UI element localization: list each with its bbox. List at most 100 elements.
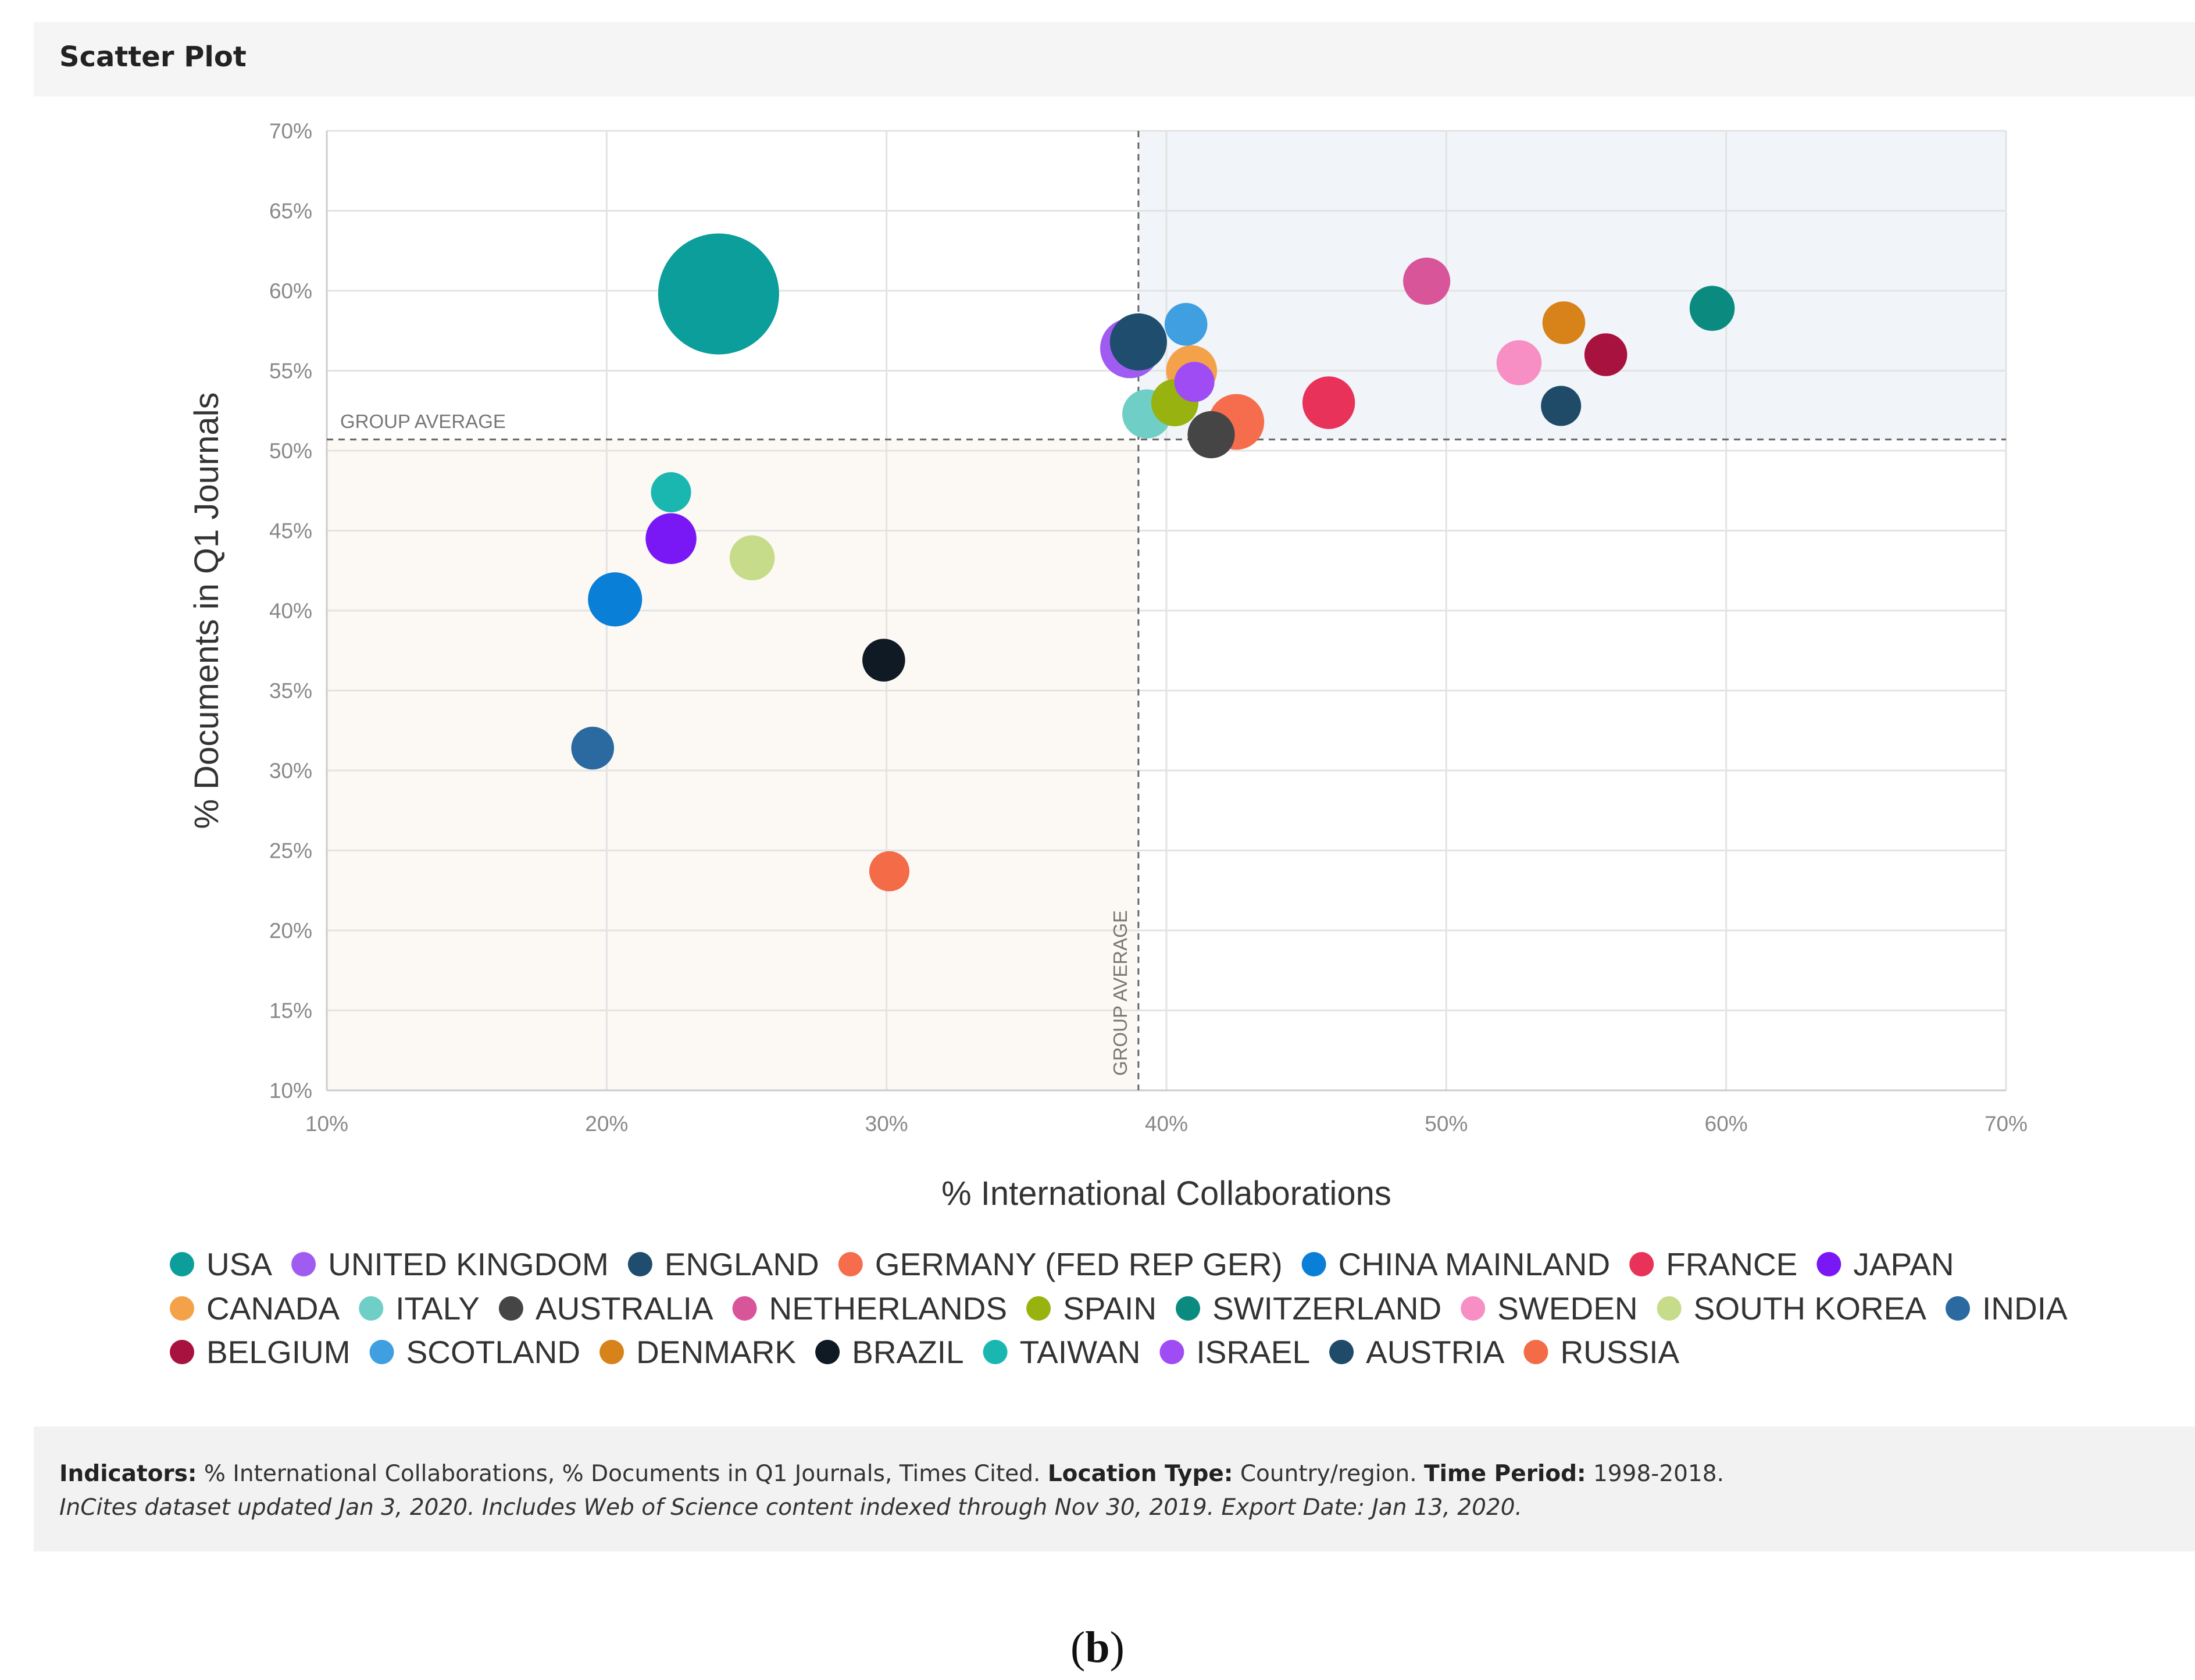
location-text: Country/region. bbox=[1240, 1461, 1417, 1487]
point-netherlands bbox=[1403, 257, 1451, 305]
legend-label-scotland: SCOTLAND bbox=[406, 1334, 581, 1370]
legend-swatch-england bbox=[627, 1252, 652, 1276]
legend: USA UNITED KINGDOM ENGLAND GERMANY (FED REP… bbox=[170, 1246, 2068, 1370]
legend-swatch-italy bbox=[359, 1296, 384, 1321]
y-tick-label: 20% bbox=[269, 919, 312, 943]
group-average-label-vertical: GROUP AVERAGE bbox=[1109, 910, 1131, 1076]
high-high-quadrant bbox=[1138, 131, 2006, 440]
legend-swatch-france bbox=[1629, 1252, 1654, 1276]
y-tick-label: 50% bbox=[269, 439, 312, 463]
point-russia bbox=[869, 851, 910, 891]
caption-close: ) bbox=[1109, 1623, 1125, 1672]
y-tick-label: 40% bbox=[269, 599, 312, 623]
legend-swatch-netherlands bbox=[732, 1296, 757, 1321]
legend-label-south-korea: SOUTH KOREA bbox=[1694, 1290, 1927, 1326]
caption-letter: b bbox=[1085, 1623, 1110, 1672]
legend-swatch-china-mainland bbox=[1301, 1252, 1326, 1276]
point-taiwan bbox=[651, 472, 691, 513]
caption-open: ( bbox=[1070, 1623, 1086, 1672]
legend-label-spain: SPAIN bbox=[1063, 1290, 1157, 1326]
y-axis-ticks: 10% 15% 20% 25% 30% 35% 40% 45% 50% 55% 60% 65% 70% bbox=[269, 119, 312, 1103]
footer-band bbox=[34, 1426, 2195, 1551]
legend-swatch-spain bbox=[1026, 1296, 1051, 1321]
legend-swatch-germany-fed-rep-ger bbox=[838, 1252, 863, 1276]
period-text: 1998-2018. bbox=[1593, 1461, 1725, 1487]
legend-swatch-canada bbox=[170, 1296, 194, 1321]
legend-label-sweden: SWEDEN bbox=[1497, 1290, 1637, 1326]
y-tick-label: 65% bbox=[269, 199, 312, 223]
x-tick-label: 40% bbox=[1145, 1112, 1188, 1136]
figure-caption: (b) bbox=[0, 1622, 2195, 1673]
point-india bbox=[571, 726, 615, 770]
point-austria bbox=[1541, 386, 1582, 426]
point-australia bbox=[1187, 411, 1235, 459]
x-tick-label: 30% bbox=[865, 1112, 908, 1136]
legend-label-switzerland: SWITZERLAND bbox=[1212, 1290, 1441, 1326]
legend-swatch-russia bbox=[1523, 1340, 1548, 1364]
point-china-mainland bbox=[588, 572, 643, 627]
point-switzerland bbox=[1689, 286, 1735, 331]
panel-title: Scatter Plot bbox=[59, 41, 247, 73]
point-england bbox=[1109, 313, 1167, 371]
legend-label-italy: ITALY bbox=[395, 1290, 480, 1326]
point-brazil bbox=[862, 639, 905, 682]
y-tick-label: 55% bbox=[269, 359, 312, 383]
y-axis-label: % Documents in Q1 Journals bbox=[188, 392, 226, 829]
legend-swatch-australia bbox=[498, 1296, 523, 1321]
y-tick-label: 35% bbox=[269, 679, 312, 703]
group-average-label-horizontal: GROUP AVERAGE bbox=[340, 411, 506, 432]
x-axis-label: % International Collaborations bbox=[941, 1175, 1391, 1212]
x-tick-label: 70% bbox=[1985, 1112, 2028, 1136]
legend-swatch-south-korea bbox=[1657, 1296, 1682, 1321]
y-tick-label: 15% bbox=[269, 999, 312, 1023]
group-average-lines bbox=[327, 131, 2006, 1090]
point-sweden bbox=[1496, 340, 1542, 386]
legend-label-france: FRANCE bbox=[1666, 1246, 1797, 1282]
legend-swatch-israel bbox=[1159, 1340, 1184, 1364]
legend-label-india: INDIA bbox=[1982, 1290, 2068, 1326]
point-scotland bbox=[1164, 302, 1208, 346]
legend-label-united-kingdom: UNITED KINGDOM bbox=[328, 1246, 609, 1282]
point-denmark bbox=[1542, 301, 1586, 344]
period-label: Time Period: bbox=[1424, 1461, 1586, 1487]
chart-header-band bbox=[34, 22, 2195, 97]
legend-swatch-united-kingdom bbox=[291, 1252, 316, 1276]
legend-label-israel: ISRAEL bbox=[1196, 1334, 1310, 1370]
legend-label-usa: USA bbox=[206, 1246, 272, 1282]
point-japan bbox=[645, 513, 697, 565]
y-tick-label: 70% bbox=[269, 119, 312, 143]
legend-label-netherlands: NETHERLANDS bbox=[769, 1290, 1008, 1326]
legend-label-belgium: BELGIUM bbox=[206, 1334, 351, 1370]
point-france bbox=[1302, 376, 1355, 429]
point-israel bbox=[1174, 362, 1215, 402]
y-tick-label: 10% bbox=[269, 1079, 312, 1103]
y-tick-label: 25% bbox=[269, 839, 312, 863]
legend-label-china-mainland: CHINA MAINLAND bbox=[1339, 1246, 1611, 1282]
indicators-text: % International Collaborations, % Docume… bbox=[204, 1461, 1041, 1487]
x-tick-label: 50% bbox=[1425, 1112, 1468, 1136]
low-low-quadrant bbox=[327, 439, 1138, 1090]
legend-label-germany-fed-rep-ger: GERMANY (FED REP GER) bbox=[875, 1246, 1283, 1282]
legend-swatch-japan bbox=[1816, 1252, 1841, 1276]
x-tick-label: 10% bbox=[305, 1112, 348, 1136]
footer-indicators: Indicators: % International Collaboratio… bbox=[59, 1461, 1724, 1487]
x-tick-label: 20% bbox=[585, 1112, 628, 1136]
y-tick-label: 60% bbox=[269, 279, 312, 303]
legend-swatch-india bbox=[1946, 1296, 1970, 1321]
point-south-korea bbox=[729, 535, 775, 581]
x-tick-label: 60% bbox=[1705, 1112, 1748, 1136]
y-tick-label: 45% bbox=[269, 519, 312, 543]
data-points bbox=[571, 233, 1735, 891]
legend-swatch-scotland bbox=[369, 1340, 394, 1364]
x-axis-ticks: 10% 20% 30% 40% 50% 60% 70% bbox=[305, 1112, 2028, 1136]
point-belgium bbox=[1584, 333, 1627, 376]
legend-label-england: ENGLAND bbox=[665, 1246, 819, 1282]
y-tick-label: 30% bbox=[269, 759, 312, 783]
legend-label-japan: JAPAN bbox=[1853, 1246, 1954, 1282]
legend-label-brazil: BRAZIL bbox=[852, 1334, 964, 1370]
legend-swatch-brazil bbox=[815, 1340, 840, 1364]
scatter-plot: GROUP AVERAGE GROUP AVERAGE 10% 15% 20% 25%… bbox=[170, 119, 2068, 1370]
quadrant-shading bbox=[327, 131, 2006, 1090]
legend-swatch-usa bbox=[170, 1252, 194, 1276]
legend-label-australia: AUSTRALIA bbox=[536, 1290, 713, 1326]
